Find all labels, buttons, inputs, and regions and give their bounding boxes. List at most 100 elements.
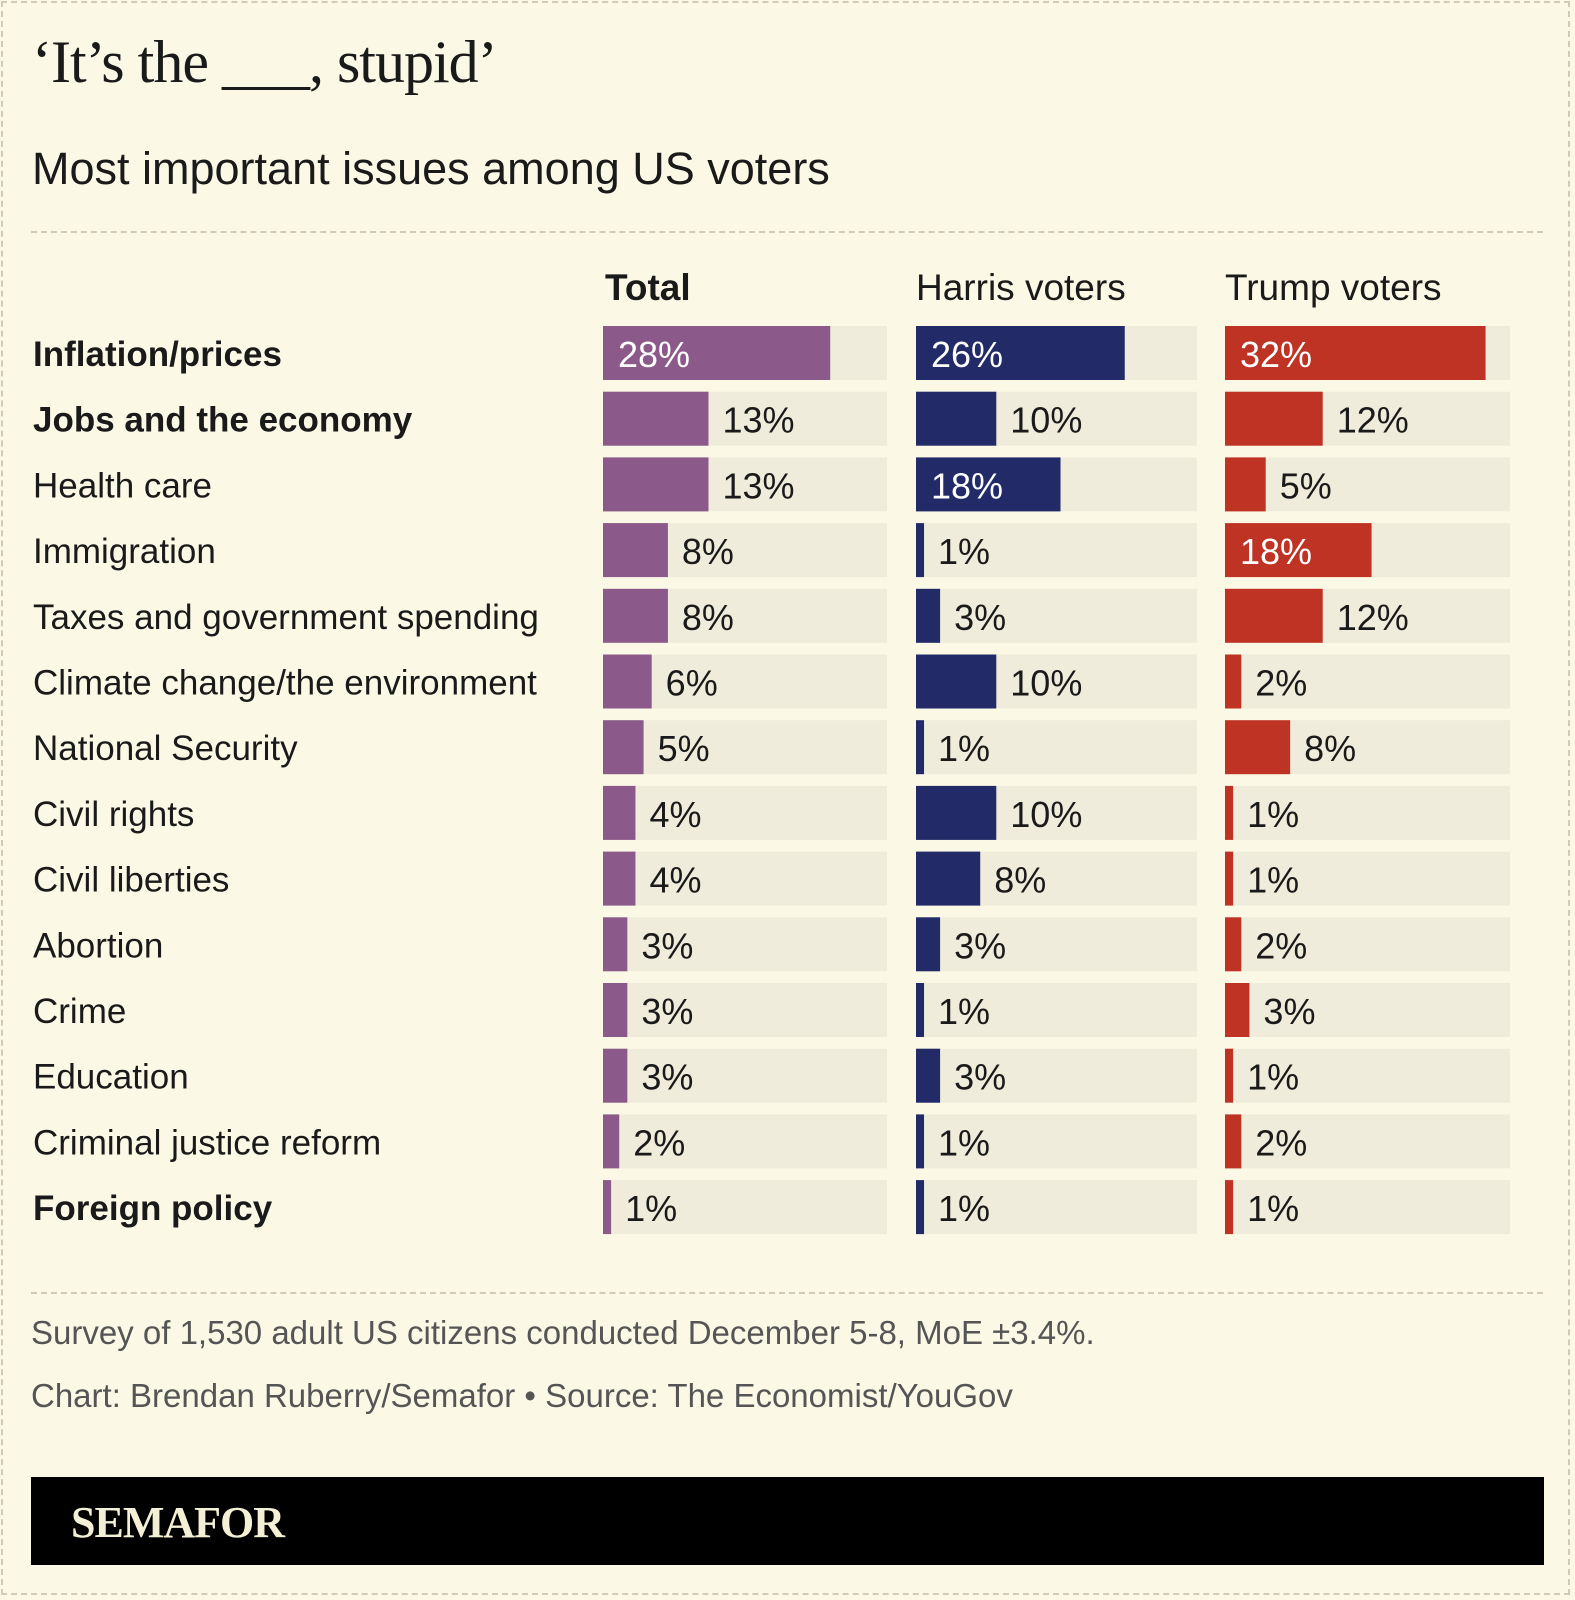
bar bbox=[603, 457, 709, 512]
source-credit: Chart: Brendan Ruberry/Semafor • Source:… bbox=[31, 1377, 1013, 1414]
category-label: Taxes and government spending bbox=[33, 598, 539, 637]
data-label: 8% bbox=[682, 531, 734, 572]
survey-note: Survey of 1,530 adult US citizens conduc… bbox=[31, 1314, 1095, 1351]
bar-track bbox=[1225, 785, 1510, 840]
bar bbox=[1225, 654, 1242, 709]
bar bbox=[916, 720, 925, 775]
data-label: 1% bbox=[938, 531, 990, 572]
data-label: 1% bbox=[938, 1188, 990, 1229]
data-label: 3% bbox=[641, 991, 693, 1032]
data-label: 1% bbox=[625, 1188, 677, 1229]
bar-track bbox=[1225, 654, 1510, 709]
bar bbox=[603, 588, 668, 643]
bar-track bbox=[916, 720, 1197, 775]
data-label: 2% bbox=[1255, 925, 1307, 966]
data-label: 5% bbox=[658, 728, 710, 769]
bar bbox=[916, 326, 1125, 380]
data-label: 1% bbox=[1247, 1057, 1299, 1098]
bar bbox=[603, 1114, 620, 1169]
divider bbox=[31, 1292, 1543, 1294]
data-label: 8% bbox=[682, 597, 734, 638]
bar-track bbox=[1225, 917, 1510, 972]
category-label: Education bbox=[33, 1058, 189, 1097]
data-label: 3% bbox=[1263, 991, 1315, 1032]
data-label: 6% bbox=[666, 663, 718, 704]
bar bbox=[1225, 720, 1291, 775]
bar bbox=[603, 523, 668, 578]
data-label: 12% bbox=[1337, 400, 1409, 441]
bar bbox=[916, 391, 997, 446]
data-label: 18% bbox=[931, 465, 1003, 506]
category-label: Abortion bbox=[33, 926, 163, 965]
data-label: 18% bbox=[1240, 531, 1312, 572]
bar bbox=[916, 983, 925, 1037]
data-label: 3% bbox=[641, 925, 693, 966]
bar bbox=[603, 1180, 612, 1235]
bar bbox=[916, 1180, 925, 1235]
bar-track bbox=[1225, 457, 1510, 512]
bar-track bbox=[916, 1114, 1197, 1169]
data-label: 26% bbox=[931, 334, 1003, 375]
bar-chart: Total Harris voters Trump voters Inflation/… bbox=[33, 267, 1510, 1235]
bar bbox=[603, 917, 628, 972]
data-label: 5% bbox=[1280, 465, 1332, 506]
data-label: 4% bbox=[649, 794, 701, 835]
data-label: 8% bbox=[1304, 728, 1356, 769]
data-label: 28% bbox=[618, 334, 690, 375]
category-label: Criminal justice reform bbox=[33, 1123, 381, 1162]
data-label: 1% bbox=[938, 728, 990, 769]
category-label: Jobs and the economy bbox=[33, 401, 413, 440]
column-header: Total bbox=[605, 267, 691, 308]
bar-track bbox=[1225, 1180, 1510, 1235]
bar bbox=[1225, 785, 1234, 840]
chart-title: ‘It’s the ___, stupid’ bbox=[32, 29, 498, 95]
data-label: 2% bbox=[1255, 663, 1307, 704]
category-label: Civil rights bbox=[33, 795, 194, 834]
bar bbox=[603, 391, 709, 446]
data-label: 13% bbox=[722, 400, 794, 441]
category-label: Inflation/prices bbox=[33, 335, 282, 374]
bar-track bbox=[1225, 1114, 1510, 1169]
bar bbox=[603, 785, 636, 840]
bar bbox=[1225, 391, 1323, 446]
data-label: 1% bbox=[1247, 794, 1299, 835]
bar bbox=[603, 654, 652, 709]
bar bbox=[916, 917, 941, 972]
bar-track bbox=[1225, 1048, 1510, 1103]
bar bbox=[603, 720, 644, 775]
data-label: 32% bbox=[1240, 334, 1312, 375]
data-label: 2% bbox=[1255, 1122, 1307, 1163]
bar bbox=[603, 983, 628, 1037]
bar-track bbox=[603, 785, 887, 840]
bar-track bbox=[603, 1180, 887, 1235]
bar-track bbox=[916, 917, 1197, 972]
category-label: Health care bbox=[33, 466, 212, 505]
category-label: Crime bbox=[33, 992, 126, 1031]
bar bbox=[1225, 1114, 1242, 1169]
bar bbox=[916, 457, 1061, 512]
data-label: 4% bbox=[649, 860, 701, 901]
data-label: 8% bbox=[994, 860, 1046, 901]
column-header: Harris voters bbox=[916, 267, 1126, 308]
bar-track bbox=[916, 1180, 1197, 1235]
bar-track bbox=[603, 720, 887, 775]
bar bbox=[916, 785, 997, 840]
bar-track bbox=[1225, 851, 1510, 906]
divider bbox=[31, 231, 1543, 233]
data-label: 3% bbox=[954, 1057, 1006, 1098]
data-label: 12% bbox=[1337, 597, 1409, 638]
data-label: 10% bbox=[1010, 663, 1082, 704]
bar-track bbox=[603, 917, 887, 972]
data-label: 10% bbox=[1010, 400, 1082, 441]
bar-track bbox=[603, 851, 887, 906]
bar-track bbox=[916, 523, 1197, 578]
bar bbox=[916, 851, 981, 906]
bar-track bbox=[1225, 983, 1510, 1037]
column-header: Trump voters bbox=[1225, 267, 1442, 308]
bar bbox=[916, 1114, 925, 1169]
bar bbox=[1225, 917, 1242, 972]
bar bbox=[1225, 588, 1323, 643]
data-label: 1% bbox=[938, 1122, 990, 1163]
category-label: National Security bbox=[33, 729, 298, 768]
